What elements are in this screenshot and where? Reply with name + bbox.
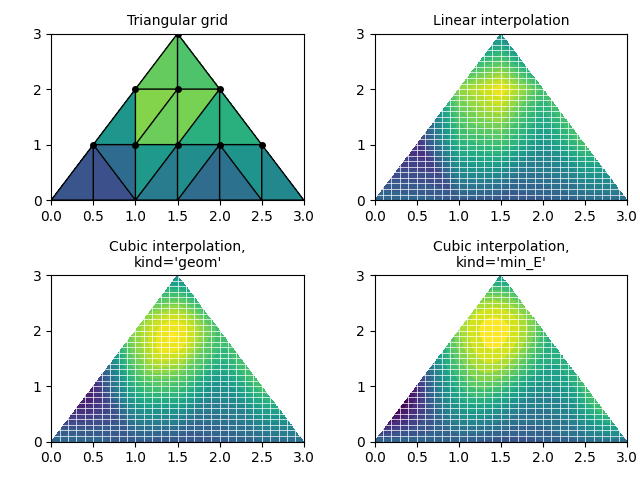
Title: Cubic interpolation,
kind='geom': Cubic interpolation, kind='geom' xyxy=(109,240,246,270)
Title: Cubic interpolation,
kind='min_E': Cubic interpolation, kind='min_E' xyxy=(433,240,569,270)
Title: Linear interpolation: Linear interpolation xyxy=(433,14,569,28)
Title: Triangular grid: Triangular grid xyxy=(127,14,228,28)
